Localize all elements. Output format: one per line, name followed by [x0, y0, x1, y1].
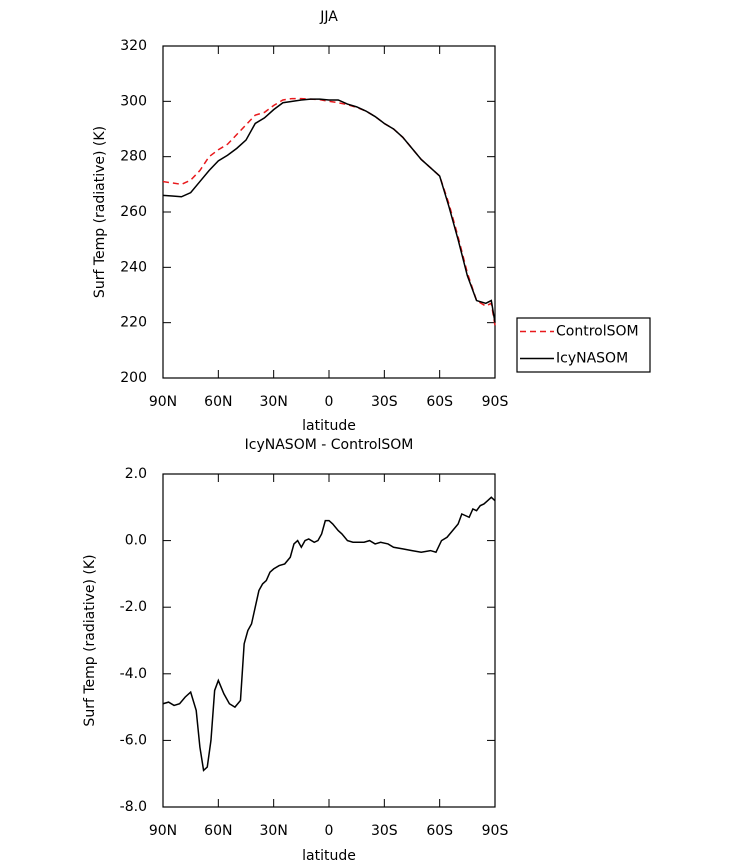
plot-frame [162, 473, 496, 808]
x-tick-label: 60S [426, 823, 453, 839]
data-line [162, 496, 496, 772]
x-tick-label: 0 [325, 823, 334, 839]
data-line [162, 97, 496, 326]
chart-title: IcyNASOM - ControlSOM [245, 437, 414, 453]
y-tick-label: 2.0 [125, 466, 147, 482]
y-tick-label: 0.0 [125, 533, 147, 549]
y-tick-label: -6.0 [120, 732, 147, 748]
x-tick-label: 90S [482, 394, 509, 410]
x-tick-label: 30N [260, 394, 288, 410]
x-tick-label: 30N [260, 823, 288, 839]
legend-label: IcyNASOM [556, 351, 628, 367]
y-tick-label: -2.0 [120, 599, 147, 615]
x-tick-label: 90N [149, 394, 177, 410]
y-tick-label: -8.0 [120, 799, 147, 815]
y-tick-label: 240 [120, 259, 147, 275]
y-tick-label: -4.0 [120, 666, 147, 682]
y-tick-label: 320 [120, 38, 147, 54]
legend-box [516, 317, 651, 373]
x-tick-label: 90S [482, 823, 509, 839]
x-tick-label: 30S [371, 823, 398, 839]
x-axis-label: latitude [302, 848, 356, 864]
x-tick-label: 60N [204, 823, 232, 839]
chart-title: JJA [319, 9, 338, 25]
data-line [162, 98, 496, 323]
x-tick-label: 60N [204, 394, 232, 410]
plot-frame [162, 45, 496, 379]
legend-label: ControlSOM [556, 324, 639, 340]
x-tick-label: 30S [371, 394, 398, 410]
x-tick-label: 60S [426, 394, 453, 410]
y-tick-label: 260 [120, 204, 147, 220]
x-axis-label: latitude [302, 418, 356, 434]
y-tick-label: 300 [120, 93, 147, 109]
x-tick-label: 0 [325, 394, 334, 410]
y-tick-label: 200 [120, 370, 147, 386]
y-axis-label: Surf Temp (radiative) (K) [82, 554, 98, 726]
y-tick-label: 220 [120, 315, 147, 331]
y-axis-label: Surf Temp (radiative) (K) [92, 126, 108, 298]
y-tick-label: 280 [120, 149, 147, 165]
x-tick-label: 90N [149, 823, 177, 839]
